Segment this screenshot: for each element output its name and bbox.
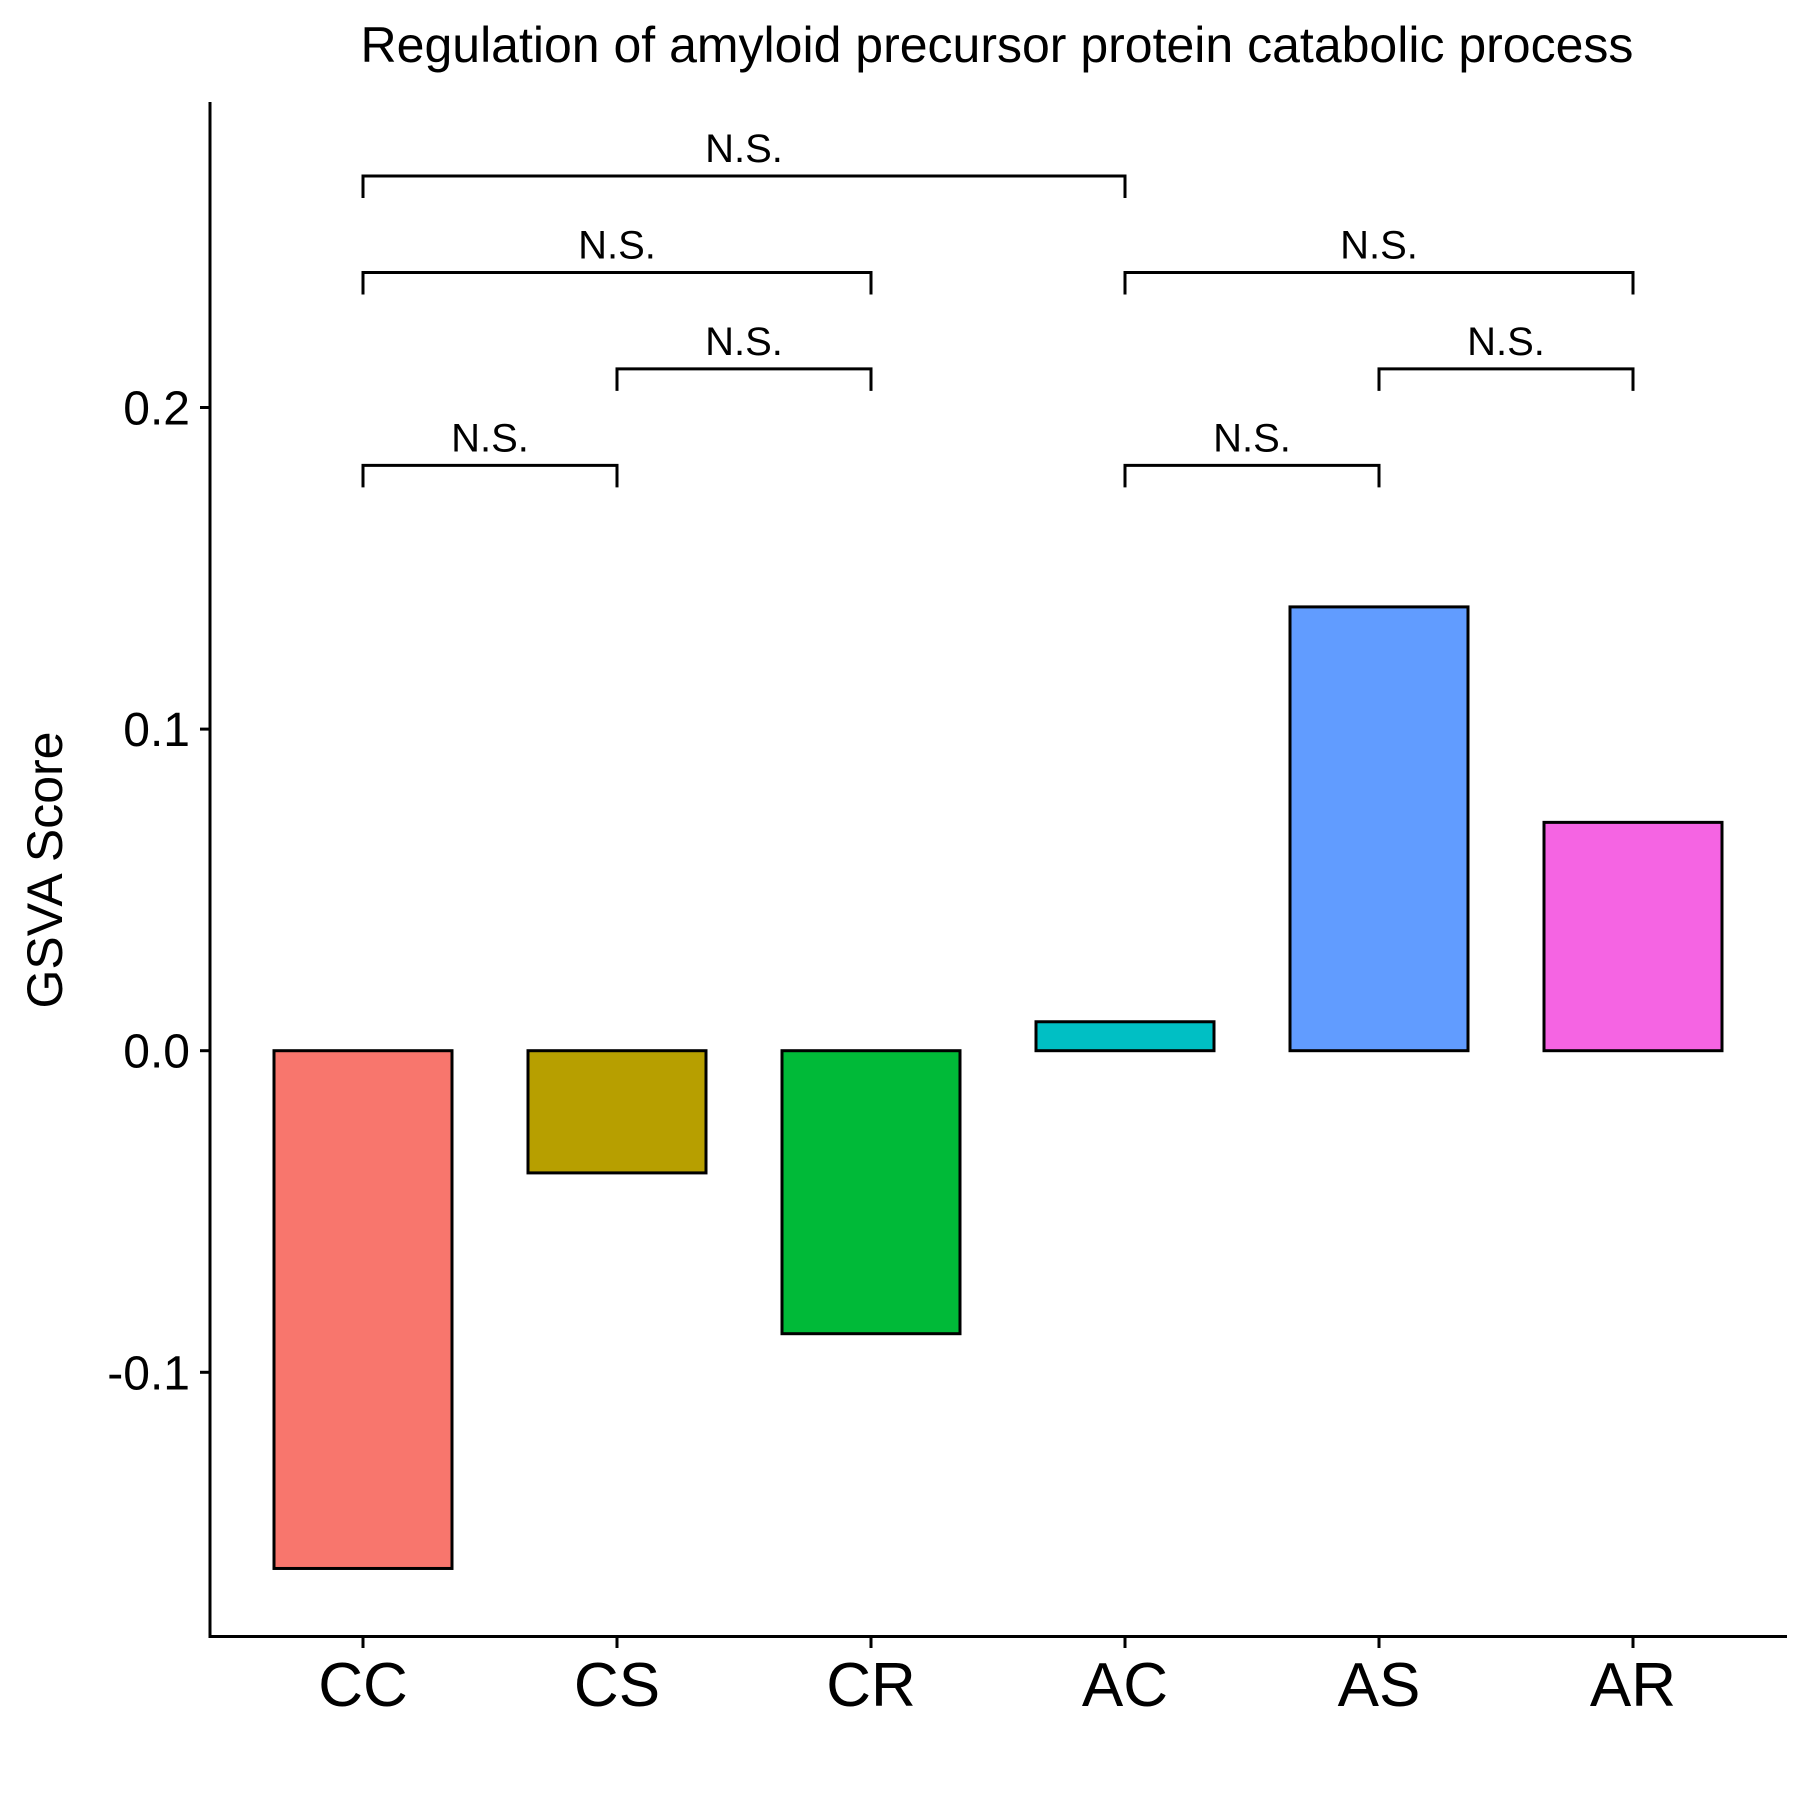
bar-ar xyxy=(1542,820,1724,1053)
significance-label: N.S. xyxy=(1340,223,1418,267)
significance-label: N.S. xyxy=(705,320,783,364)
bracket-line xyxy=(615,367,873,391)
bracket-line xyxy=(1123,463,1381,488)
significance-bracket: N.S. xyxy=(1123,223,1635,295)
bracket-line xyxy=(361,270,873,295)
x-tick-label: AS xyxy=(1338,1651,1421,1720)
bar-cc xyxy=(272,1049,454,1570)
bracket-line xyxy=(361,174,1127,198)
significance-bracket: N.S. xyxy=(361,416,619,488)
y-tick-label: 0.0 xyxy=(123,1026,190,1079)
y-tick-label: -0.1 xyxy=(107,1347,190,1400)
significance-brackets: N.S. N.S. N.S. N.S. N.S. N.S. N.S. xyxy=(361,127,1635,488)
x-tick-label: AR xyxy=(1590,1651,1676,1720)
bars xyxy=(272,605,1724,1570)
significance-label: N.S. xyxy=(1213,416,1291,460)
significance-bracket: N.S. xyxy=(1123,416,1381,488)
x-ticks: CC CS CR AC AS AR xyxy=(318,1636,1676,1720)
significance-label: N.S. xyxy=(578,223,656,267)
y-tick-label: 0.1 xyxy=(123,704,190,757)
x-tick-label: CC xyxy=(318,1651,408,1720)
y-ticks: -0.1 0.0 0.1 0.2 xyxy=(107,383,210,1400)
y-tick-label: 0.2 xyxy=(123,383,190,436)
bracket-line xyxy=(361,463,619,488)
bar-ac xyxy=(1034,1020,1216,1053)
significance-label: N.S. xyxy=(451,416,529,460)
significance-bracket: N.S. xyxy=(361,223,873,295)
bracket-line xyxy=(1123,270,1635,295)
significance-label: N.S. xyxy=(705,127,783,171)
significance-bracket: N.S. xyxy=(1377,320,1635,391)
axes xyxy=(208,102,1787,1638)
chart-title: Regulation of amyloid precursor protein … xyxy=(361,17,1634,73)
x-tick-label: AC xyxy=(1082,1651,1168,1720)
significance-bracket: N.S. xyxy=(615,320,873,391)
bar-cs xyxy=(526,1049,708,1175)
y-axis-title: GSVA Score xyxy=(17,732,73,1009)
bar-as xyxy=(1288,605,1470,1053)
bar-cr xyxy=(780,1049,962,1336)
x-tick-label: CR xyxy=(826,1651,916,1720)
x-tick-label: CS xyxy=(574,1651,660,1720)
significance-bracket: N.S. xyxy=(361,127,1127,198)
bracket-line xyxy=(1377,367,1635,391)
significance-label: N.S. xyxy=(1467,320,1545,364)
